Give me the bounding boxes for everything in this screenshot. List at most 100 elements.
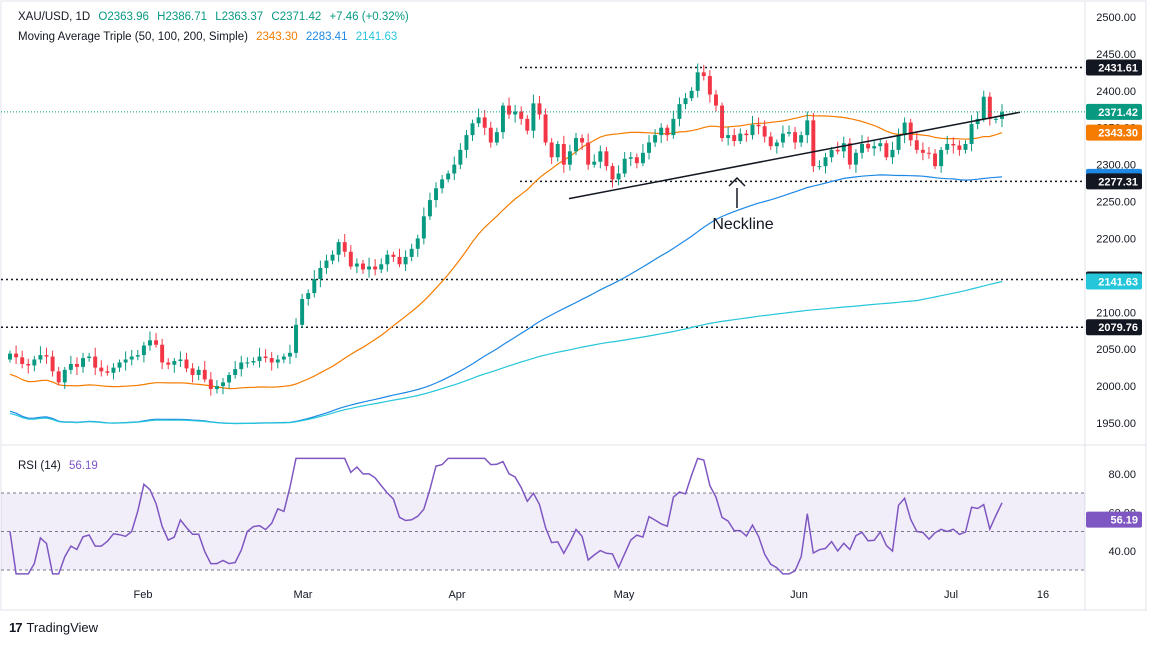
candle-up <box>513 111 518 115</box>
symbol-label[interactable]: XAU/USD, 1D <box>18 11 91 23</box>
candle-down <box>811 120 816 167</box>
candle-up <box>38 355 43 360</box>
price-label-box <box>1086 319 1142 336</box>
neckline-annotation: Neckline <box>712 176 774 233</box>
candle-down <box>190 368 195 376</box>
candle-up <box>902 122 907 136</box>
rsi-title[interactable]: RSI (14) <box>18 460 61 472</box>
neckline-trendline <box>568 111 1021 200</box>
candle-down <box>707 76 712 95</box>
open-value: O2363.96 <box>98 11 149 23</box>
candle-up <box>385 254 390 265</box>
price-tick-label: 2400.00 <box>1096 86 1136 98</box>
candle-down <box>397 256 402 265</box>
candle-up <box>178 359 183 361</box>
candle-down <box>14 353 19 358</box>
rsi-value: 56.19 <box>69 460 98 472</box>
candle-up <box>87 356 92 359</box>
candle-up <box>787 132 791 134</box>
candle-up <box>817 166 822 168</box>
candle-up <box>963 143 968 150</box>
candle-down <box>920 149 925 153</box>
candle-down <box>525 118 530 131</box>
time-tick-label: Jul <box>944 589 958 601</box>
candle-up <box>403 256 408 265</box>
ma200-line <box>9 280 1003 425</box>
price-label-box <box>1086 59 1142 76</box>
candle-up <box>409 248 414 257</box>
candle-up <box>427 200 432 217</box>
price-label-box <box>1086 124 1142 141</box>
candle-up <box>8 353 12 360</box>
price-axis[interactable]: 2500.002450.002400.002350.002300.002250.… <box>1096 12 1136 430</box>
ma50-value: 2343.30 <box>256 31 298 43</box>
candle-up <box>227 375 232 383</box>
ma200-value: 2141.63 <box>355 31 398 43</box>
candle-down <box>348 251 353 267</box>
candle-up <box>452 164 457 174</box>
candle-up <box>257 356 262 361</box>
candle-down <box>580 138 585 143</box>
candle-up <box>628 157 633 159</box>
candle-up <box>494 132 499 143</box>
candle-down <box>160 344 165 363</box>
candle-up <box>774 142 779 147</box>
time-tick-label: Jun <box>790 589 808 601</box>
price-label-text: 2277.31 <box>1098 176 1138 188</box>
candle-up <box>464 135 469 150</box>
chart-frame <box>0 0 1147 611</box>
candle-up <box>616 173 621 180</box>
ma100-line <box>9 174 1003 425</box>
candle-up <box>32 359 37 366</box>
candle-down <box>610 166 615 180</box>
candle-down <box>537 103 542 115</box>
price-tick-label: 2000.00 <box>1096 381 1136 393</box>
candle-up <box>853 152 858 165</box>
candle-up <box>726 135 731 139</box>
tradingview-brand[interactable]: 17 TradingView <box>9 620 98 635</box>
candle-down <box>166 362 171 365</box>
candle-up <box>458 149 463 165</box>
rsi-line <box>9 457 1003 575</box>
price-tick-label: 2200.00 <box>1096 233 1136 245</box>
candle-down <box>914 140 919 150</box>
candle-down <box>202 369 207 380</box>
change-value: +7.46 (+0.32%) <box>329 11 409 23</box>
candle-up <box>567 151 572 165</box>
rsi-legend[interactable]: RSI (14) 56.19 <box>18 460 103 472</box>
candle-down <box>768 136 773 147</box>
candle-up <box>805 120 810 136</box>
candle-up <box>111 367 116 373</box>
neckline-label: Neckline <box>712 216 773 233</box>
candle-down <box>720 105 725 139</box>
candle-down <box>26 363 31 366</box>
brand-name: TradingView <box>26 620 99 635</box>
candle-down <box>744 133 749 136</box>
candle-up <box>287 352 292 357</box>
candle-up <box>500 105 505 133</box>
arrow-head-icon <box>728 176 746 187</box>
ma-title[interactable]: Moving Average Triple (50, 100, 200, Sim… <box>18 31 248 43</box>
candle-down <box>866 143 871 149</box>
candlesticks <box>8 63 1004 396</box>
candle-up <box>221 382 225 387</box>
candle-up <box>689 90 694 99</box>
candle-up <box>81 358 86 367</box>
candle-up <box>421 216 426 239</box>
candle-up <box>294 324 299 353</box>
candle-down <box>184 359 189 369</box>
time-axis[interactable]: Feb Mar Apr May Jun Jul 16 <box>134 589 1050 601</box>
candle-up <box>275 359 280 363</box>
price-tick-label: 2450.00 <box>1096 49 1136 61</box>
candle-down <box>951 143 956 146</box>
rsi-label-text: 56.19 <box>1110 515 1138 527</box>
candle-up <box>555 143 560 158</box>
candle-up <box>330 254 335 261</box>
candle-down <box>74 363 79 367</box>
ohlc-legend[interactable]: XAU/USD, 1D O2363.96 H2386.71 L2363.37 C… <box>18 11 414 23</box>
candle-down <box>926 152 931 154</box>
ma-legend[interactable]: Moving Average Triple (50, 100, 200, Sim… <box>18 31 402 43</box>
price-label-text: 2371.42 <box>1098 107 1138 119</box>
candle-up <box>896 135 901 150</box>
